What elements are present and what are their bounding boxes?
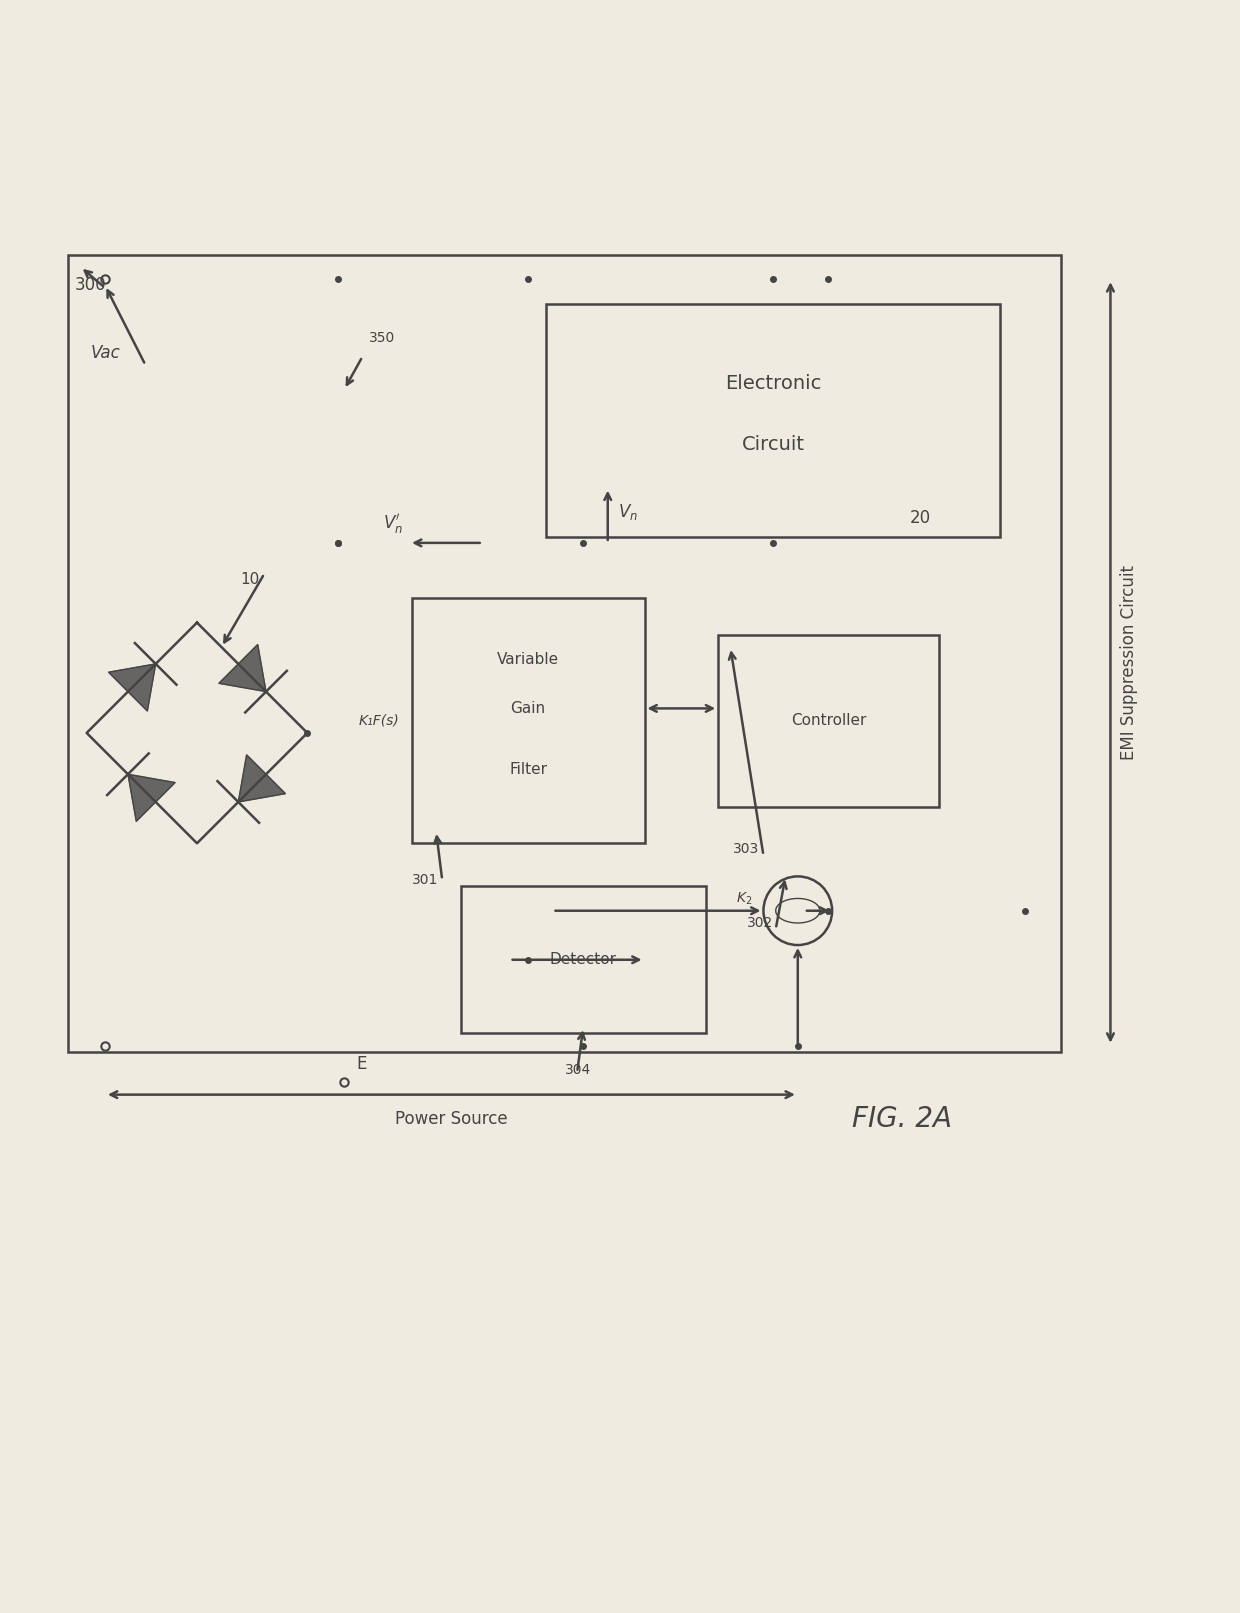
Text: 301: 301 bbox=[412, 873, 438, 887]
Text: $V_n'$: $V_n'$ bbox=[383, 513, 403, 537]
Bar bbox=[718, 636, 939, 806]
Text: FIG. 2A: FIG. 2A bbox=[852, 1105, 952, 1134]
Text: K₁F(s): K₁F(s) bbox=[358, 713, 399, 727]
Text: Circuit: Circuit bbox=[742, 436, 805, 455]
Text: Power Source: Power Source bbox=[396, 1110, 507, 1127]
Text: 300: 300 bbox=[74, 276, 105, 295]
Text: Filter: Filter bbox=[510, 763, 547, 777]
Bar bbox=[68, 255, 1061, 1052]
Polygon shape bbox=[109, 665, 156, 711]
Text: $V_n$: $V_n$ bbox=[618, 502, 637, 523]
Text: Electronic: Electronic bbox=[725, 374, 821, 394]
Text: Variable: Variable bbox=[497, 652, 559, 666]
Text: EMI Suppression Circuit: EMI Suppression Circuit bbox=[1120, 565, 1138, 760]
Text: 304: 304 bbox=[565, 1063, 591, 1077]
Polygon shape bbox=[128, 774, 175, 821]
Text: 10: 10 bbox=[239, 573, 259, 587]
Text: 302: 302 bbox=[746, 916, 774, 931]
Text: Vac: Vac bbox=[91, 344, 120, 361]
Text: E: E bbox=[356, 1055, 367, 1073]
Text: Controller: Controller bbox=[791, 713, 866, 727]
Text: 303: 303 bbox=[733, 842, 759, 857]
Bar bbox=[412, 598, 645, 844]
Bar bbox=[460, 886, 706, 1034]
Text: 20: 20 bbox=[910, 510, 931, 527]
Text: 350: 350 bbox=[368, 331, 394, 345]
Text: Detector: Detector bbox=[549, 952, 616, 968]
Polygon shape bbox=[219, 645, 267, 692]
Text: Gain: Gain bbox=[511, 702, 546, 716]
Text: $K_2$: $K_2$ bbox=[737, 890, 753, 907]
Bar bbox=[547, 303, 1001, 537]
Polygon shape bbox=[238, 755, 285, 802]
